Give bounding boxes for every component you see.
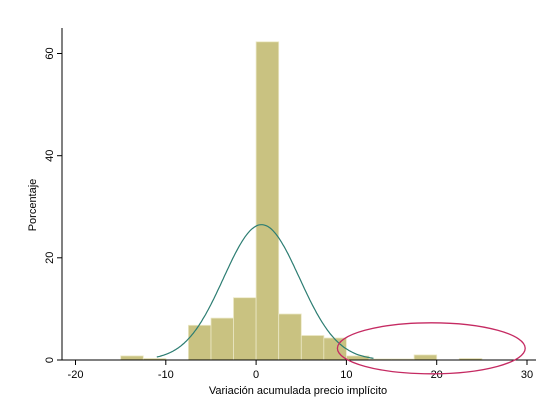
highlight-ellipse: [336, 322, 526, 375]
y-tick-label: 60: [44, 47, 56, 59]
x-tick-label: 0: [253, 369, 259, 381]
x-tick-label: 30: [521, 369, 533, 381]
histogram-bar: [120, 355, 144, 361]
histogram-bar: [278, 313, 302, 361]
x-tick-label: -10: [158, 369, 174, 381]
histogram-bar: [233, 297, 257, 361]
y-tick-label: 0: [44, 357, 56, 363]
histogram-bar: [210, 317, 235, 361]
y-axis-ticks: 0 20 40 60: [44, 47, 62, 363]
x-tick-label: -20: [68, 369, 84, 381]
histogram-bar: [300, 335, 325, 361]
bars-layer: [120, 41, 483, 361]
x-axis-ticks: -20 -10 0 10 20 30: [68, 360, 533, 381]
x-tick-label: 10: [340, 369, 352, 381]
y-tick-label: 40: [44, 150, 56, 162]
histogram-bar: [255, 41, 280, 361]
x-axis-title: Variación acumulada precio implícito: [209, 385, 387, 397]
y-axis-title: Porcentaje: [27, 179, 39, 232]
normal-curve-line: [156, 224, 374, 359]
histogram-bar: [413, 354, 438, 361]
x-tick-label: 20: [431, 369, 443, 381]
histogram-bar: [187, 324, 212, 361]
y-tick-label: 20: [44, 252, 56, 264]
